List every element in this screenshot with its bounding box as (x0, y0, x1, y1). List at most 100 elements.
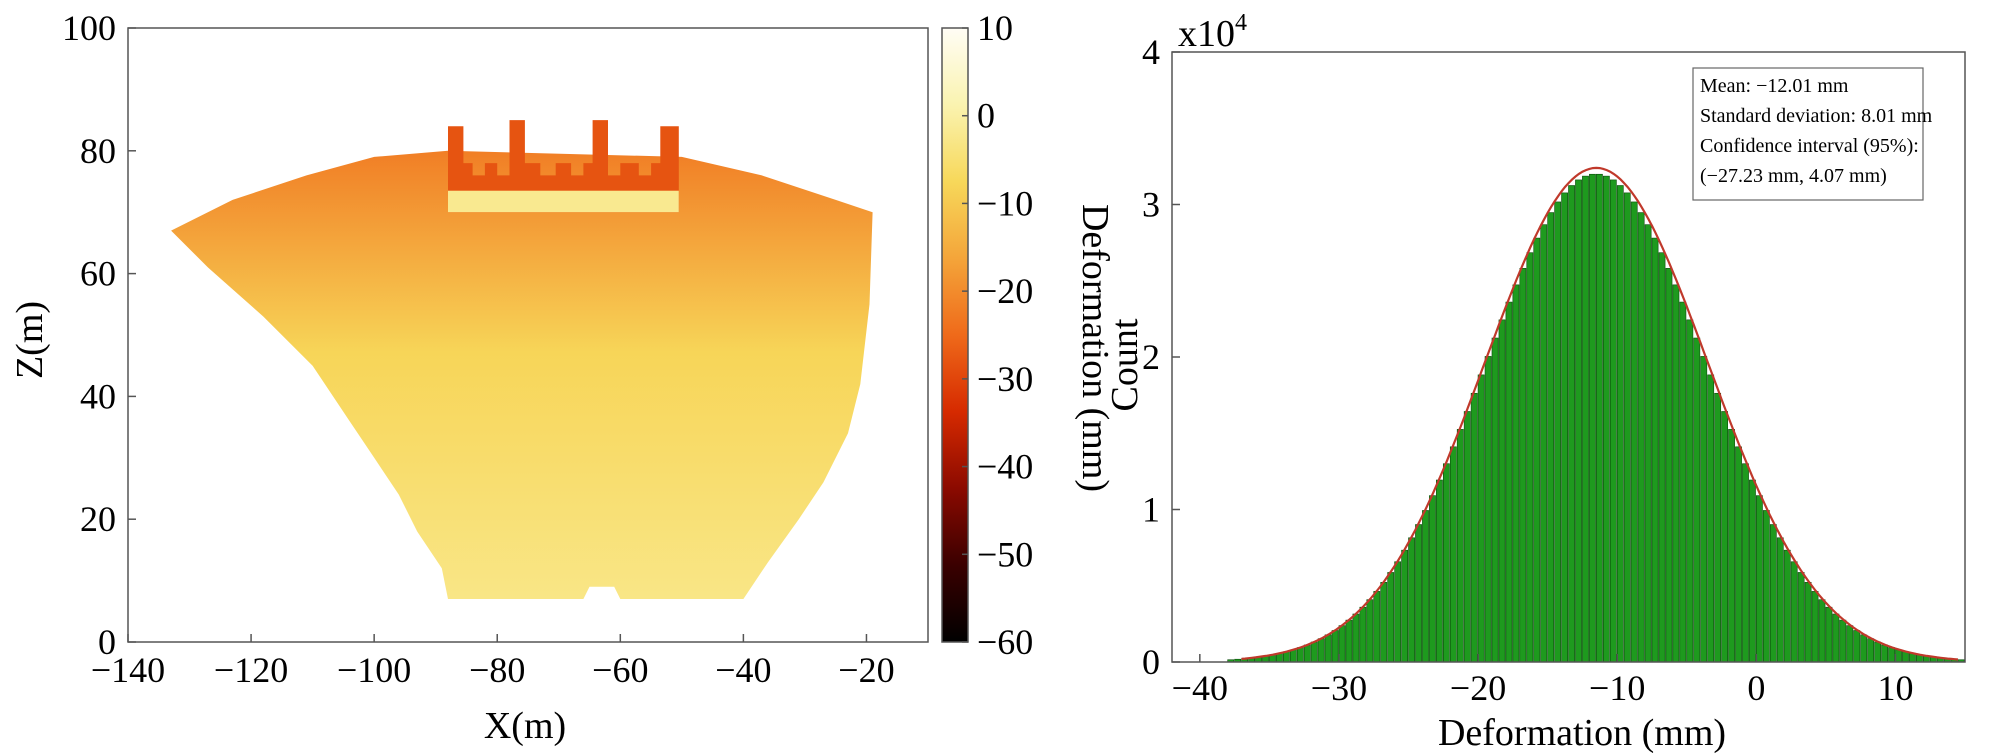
histogram-bar (1832, 613, 1840, 663)
histogram-bar (1783, 549, 1791, 663)
histogram-bar (1839, 619, 1847, 663)
map-x-tick-label: −140 (91, 650, 165, 690)
histogram-bar (1658, 252, 1666, 663)
map-x-tick-label: −120 (214, 650, 288, 690)
histogram-bar (1429, 495, 1436, 663)
histogram-bar (1526, 252, 1534, 663)
histogram-bar (1289, 649, 1297, 663)
histogram-bar (1756, 495, 1763, 663)
map-x-axis-label: X(m) (484, 705, 566, 747)
histogram-bar (1408, 537, 1415, 663)
map-x-tick-label: −60 (592, 650, 648, 690)
colorbar-tick-label: −50 (977, 534, 1033, 574)
colorbar-tick-label: −60 (977, 622, 1033, 662)
map-y-tick-label: 80 (80, 131, 116, 171)
histogram-bar (1742, 463, 1749, 663)
histogram-bar (1860, 634, 1868, 663)
colorbar-tick-label: 0 (977, 96, 995, 136)
histogram-bar (1324, 634, 1332, 663)
colorbar-gradient (941, 27, 969, 643)
histogram-bar (1366, 599, 1374, 663)
crest-base-strip (448, 190, 679, 213)
histogram-bar (1665, 268, 1673, 663)
histogram-bar (1609, 179, 1617, 663)
histogram-bar (1735, 446, 1742, 663)
histogram-bar (1519, 268, 1527, 663)
deformation-map-panel: −140 −120 −100 −80 −60 −40 −20 0 20 40 60 80 100 X(… (9, 8, 929, 747)
histogram-x-tick-label: −30 (1311, 668, 1367, 708)
histogram-x-tick-label: −10 (1589, 668, 1645, 708)
histogram-bar (1415, 524, 1422, 663)
deformation-map-content (171, 120, 873, 600)
colorbar-tick-label: 10 (977, 8, 1013, 48)
histogram-bar (1540, 224, 1548, 663)
histogram-y-tick-label: 4 (1142, 32, 1160, 72)
histogram-y-tick-label: 3 (1142, 185, 1160, 225)
histogram-y-axis-label: Count (1104, 318, 1146, 411)
histogram-bar (1651, 237, 1659, 663)
histogram-bar (1317, 638, 1325, 663)
histogram-bar (1874, 641, 1882, 663)
y-axis-multiplier: x104 (1178, 10, 1247, 55)
deformation-map-frame (127, 27, 929, 643)
histogram-bar (1303, 644, 1311, 663)
histogram-bar (1811, 591, 1819, 663)
histogram-bar (1561, 192, 1569, 663)
histogram-bar (1470, 392, 1478, 663)
map-x-ticks: −140 −120 −100 −80 −60 −40 −20 (91, 634, 895, 690)
histogram-x-axis-label: Deformation (mm) (1438, 712, 1726, 754)
map-x-tick-label: −20 (838, 650, 894, 690)
histogram-bar (1345, 619, 1353, 663)
histogram-bar (1589, 173, 1596, 663)
histogram-bar (1902, 651, 1909, 663)
histogram-bar (1714, 392, 1722, 663)
histogram-bar (1769, 524, 1777, 663)
histogram-bar (1596, 173, 1603, 663)
histogram-bar (1888, 647, 1895, 663)
histogram-bar (1867, 638, 1875, 663)
histogram-bar (1338, 625, 1346, 663)
histogram-bar (1442, 463, 1450, 663)
histogram-bar (1387, 572, 1395, 663)
map-x-tick-label: −40 (715, 650, 771, 690)
histogram-bar (1846, 625, 1854, 663)
map-y-tick-label: 20 (80, 499, 116, 539)
colorbar-tick-label: −10 (977, 183, 1033, 223)
histogram-bar (1762, 510, 1770, 663)
histogram-bar (1776, 537, 1784, 663)
map-y-tick-label: 60 (80, 254, 116, 294)
histogram-y-tick-label: 1 (1142, 490, 1160, 530)
histogram-x-tick-label: −20 (1450, 668, 1506, 708)
histogram-bar (1616, 185, 1624, 663)
crest-structure (448, 120, 679, 213)
histogram-y-tick-label: 0 (1142, 642, 1160, 682)
histogram-bar (1679, 301, 1687, 663)
map-y-tick-label: 40 (80, 376, 116, 416)
histogram-bar (1533, 237, 1541, 663)
histogram-bar (1672, 284, 1680, 663)
histogram-y-tick-label: 2 (1142, 337, 1160, 377)
histogram-bar (1825, 606, 1833, 663)
histogram-bar (1700, 356, 1708, 663)
histogram-bar (1749, 479, 1756, 663)
histogram-bar (1637, 212, 1645, 663)
colorbar-label: Deformation (mm) (1074, 204, 1116, 492)
histogram-bar (1644, 224, 1652, 663)
stat-ci-value: (−27.23 mm, 4.07 mm) (1700, 165, 1887, 187)
map-y-tick-label: 0 (98, 622, 116, 662)
histogram-bar (1630, 201, 1638, 663)
colorbar-ticks: 10 0 −10 −20 −30 −40 −50 −60 (962, 8, 1033, 662)
histogram-x-ticks: −40 −30 −20 −10 0 10 (1172, 654, 1913, 708)
statistics-box: Mean: −12.01 mm Standard deviation: 8.01… (1692, 67, 1933, 201)
deformation-surface (171, 150, 873, 600)
histogram-bar (1352, 613, 1360, 663)
normal-fit-curve (1241, 166, 1959, 661)
statistics-box-frame (1692, 67, 1924, 201)
histogram-bar (1818, 599, 1826, 663)
histogram-bar (1728, 429, 1735, 663)
histogram-bar (1477, 374, 1485, 663)
histogram-bar (1394, 561, 1402, 663)
histogram-bar (1623, 192, 1631, 663)
histogram-bar (1505, 301, 1513, 663)
histogram-bar (1456, 429, 1464, 663)
